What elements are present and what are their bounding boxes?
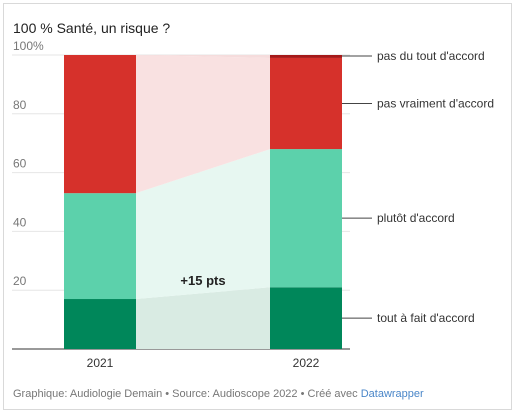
- bar-segment[interactable]: [64, 193, 136, 300]
- bar-segment[interactable]: [64, 299, 136, 349]
- bar-segment[interactable]: [270, 55, 342, 58]
- datawrapper-link[interactable]: Datawrapper: [360, 388, 424, 400]
- y-tick-label: 80: [13, 98, 27, 112]
- stacked-bar-chart: 20 40 60 80 100% 2021 2022 tout à fait d'acco…: [12, 39, 494, 370]
- chart-title: 100 % Santé, un risque ?: [13, 20, 171, 36]
- footer-text: Graphique: Audiologie Demain • Source: A…: [13, 388, 361, 400]
- bar-segment[interactable]: [64, 55, 136, 194]
- connector-band: [136, 55, 270, 58]
- bar-segment[interactable]: [270, 57, 342, 150]
- series-label: plutôt d'accord: [377, 211, 455, 225]
- y-tick-label: 20: [13, 274, 27, 288]
- y-axis-ticks: 20 40 60 80 100%: [13, 39, 44, 288]
- connector-band: [136, 287, 270, 349]
- bar-segment[interactable]: [270, 287, 342, 349]
- annotation-label: +15 pts: [180, 273, 225, 288]
- x-axis-labels: 2021 2022: [87, 356, 320, 370]
- bar-segment[interactable]: [270, 149, 342, 288]
- x-tick-label: 2021: [87, 356, 114, 370]
- y-tick-label: 100%: [13, 39, 44, 53]
- connector-bands: [136, 55, 270, 349]
- series-label: tout à fait d'accord: [377, 311, 475, 325]
- y-tick-label: 60: [13, 157, 27, 171]
- segment-labels: tout à fait d'accord plutôt d'accord pas v…: [342, 49, 494, 325]
- y-tick-label: 40: [13, 215, 27, 229]
- x-tick-label: 2022: [293, 356, 320, 370]
- series-label: pas vraiment d'accord: [377, 97, 494, 111]
- connector-band: [136, 149, 270, 300]
- bars: [64, 55, 342, 349]
- connector-band: [136, 55, 270, 194]
- footer: Graphique: Audiologie Demain • Source: A…: [13, 388, 424, 400]
- series-label: pas du tout d'accord: [377, 49, 485, 63]
